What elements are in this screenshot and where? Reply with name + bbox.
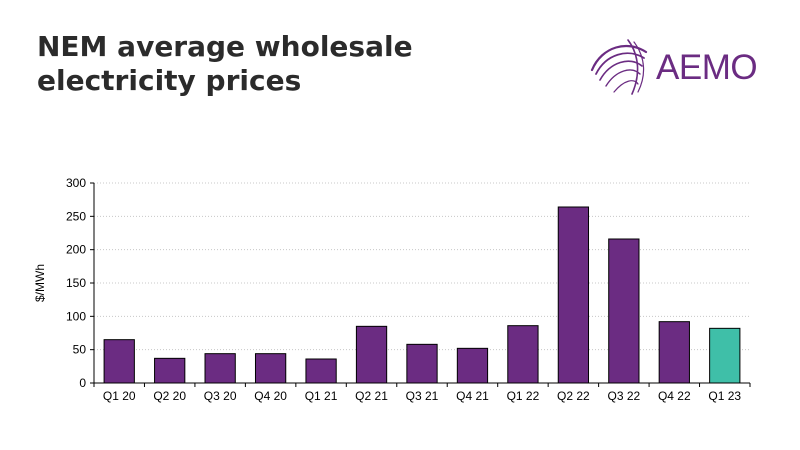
grid-lines xyxy=(94,182,750,351)
x-tick-label: Q1 21 xyxy=(305,389,338,403)
x-tick-label: Q3 22 xyxy=(607,389,640,403)
bar-q3-21 xyxy=(406,343,438,384)
bar-q4-22 xyxy=(658,321,690,384)
x-tick-label: Q4 21 xyxy=(456,389,489,403)
bar-q2-21 xyxy=(355,325,388,384)
page-title: NEM average wholesale electricity prices xyxy=(37,30,457,98)
y-tick-label: 0 xyxy=(79,376,86,390)
x-tick-label: Q2 22 xyxy=(557,389,590,403)
bar-q1-20 xyxy=(103,339,135,384)
x-tick-label: Q3 21 xyxy=(406,389,439,403)
x-tick-label: Q1 23 xyxy=(708,389,741,403)
y-tick-label: 250 xyxy=(66,209,86,223)
y-tick-label: 100 xyxy=(66,309,86,323)
bar-q1-21 xyxy=(305,358,337,384)
logo-text: AEMO xyxy=(656,48,758,87)
x-tick-label: Q2 21 xyxy=(355,389,388,403)
bar-q3-20 xyxy=(204,353,236,384)
bars xyxy=(103,206,741,384)
y-tick-label: 150 xyxy=(66,276,86,290)
bar-q3-22 xyxy=(608,238,640,384)
bar-q2-22 xyxy=(557,206,590,384)
aemo-logo-icon xyxy=(590,39,648,95)
x-tick-label: Q3 20 xyxy=(204,389,237,403)
bar-q4-20 xyxy=(254,353,287,384)
title-line-2: electricity prices xyxy=(37,64,302,97)
y-axis: 0 50 100 150 200 250 300 xyxy=(66,176,95,390)
bar-q4-21 xyxy=(456,347,489,384)
x-tick-label: Q4 22 xyxy=(658,389,691,403)
y-tick-label: 200 xyxy=(66,243,86,257)
bar-q1-23 xyxy=(709,327,741,384)
title-line-1: NEM average wholesale xyxy=(37,30,413,63)
bar-q2-20 xyxy=(154,357,186,384)
y-tick-label: 50 xyxy=(73,343,87,357)
x-axis: Q1 20 Q2 20 Q3 20 Q4 20 Q1 21 Q2 21 Q3 21 Q4 21… xyxy=(93,382,751,403)
x-tick-label: Q1 22 xyxy=(507,389,540,403)
x-tick-label: Q1 20 xyxy=(103,389,136,403)
bar-q1-22 xyxy=(507,325,539,384)
y-axis-title: $/MWh xyxy=(33,264,47,302)
y-tick-label: 300 xyxy=(66,176,86,190)
x-tick-label: Q2 20 xyxy=(153,389,186,403)
x-tick-label: Q4 20 xyxy=(254,389,287,403)
